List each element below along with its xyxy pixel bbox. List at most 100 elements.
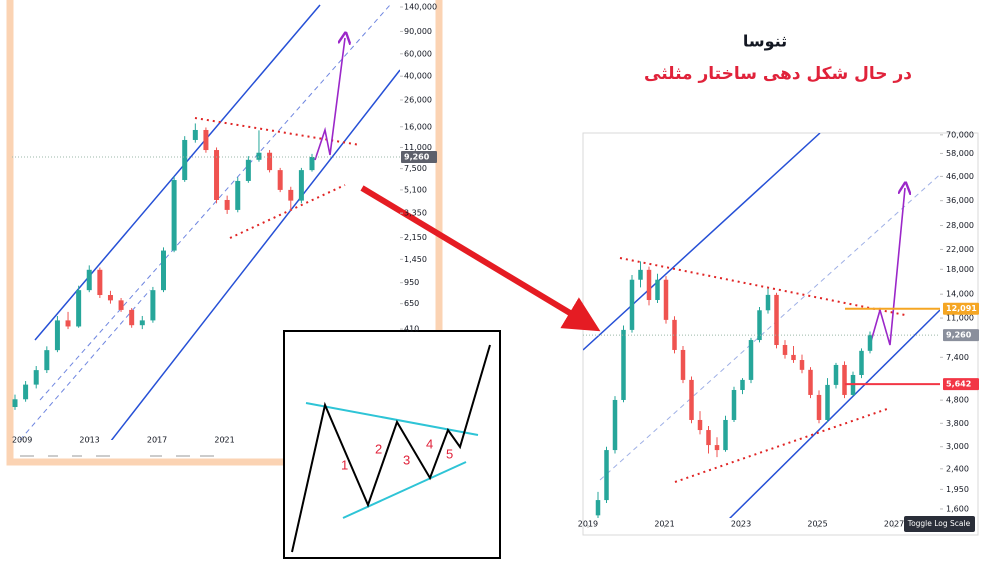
y-tick-label: 1,450 xyxy=(404,255,427,264)
candle-body xyxy=(150,290,156,321)
y-tick-label: 3,800 xyxy=(946,419,969,428)
candle-body xyxy=(799,360,805,370)
candle-body xyxy=(791,354,796,361)
candle-body xyxy=(833,364,839,385)
candle-body xyxy=(714,445,720,451)
candle-body xyxy=(842,364,847,395)
diagram-line xyxy=(305,402,479,436)
candle-body xyxy=(76,290,82,327)
x-tick-label: 2025 xyxy=(807,520,827,529)
subtitle: در حال شکل دهی ساختار مثلثی xyxy=(644,64,912,84)
candle-body xyxy=(203,129,209,151)
candle-body xyxy=(245,159,251,181)
y-tick-label: 5,100 xyxy=(404,185,427,194)
price-label-bg xyxy=(943,329,979,342)
x-tick-label: 2021 xyxy=(214,436,234,445)
candle-body xyxy=(214,150,220,200)
y-tick-label: 7,400 xyxy=(946,353,969,362)
price-label: 9,260 xyxy=(946,331,972,340)
triangle-line xyxy=(674,407,891,483)
y-tick-label: 60,000 xyxy=(404,49,432,58)
candle-body xyxy=(774,294,779,345)
button-bg[interactable] xyxy=(904,516,975,532)
candle-body xyxy=(595,500,601,516)
candle-body xyxy=(192,129,198,140)
candle-body xyxy=(267,152,273,171)
candle-body xyxy=(816,394,822,420)
candle-body xyxy=(680,349,686,380)
candle-body xyxy=(224,199,230,210)
candle-body xyxy=(256,152,262,160)
right-overlays xyxy=(583,133,940,518)
y-tick-label: 950 xyxy=(404,278,419,287)
candle-body xyxy=(54,320,60,351)
y-tick-label: 70,000 xyxy=(946,130,974,139)
button-label[interactable]: Toggle Log Scale xyxy=(907,519,971,528)
wave-label: 4 xyxy=(426,436,433,451)
left-overlays xyxy=(19,4,400,440)
y-tick-label: 11,000 xyxy=(404,143,432,152)
triangle-diagram: 1 2 3 4 5 xyxy=(283,330,501,559)
wave-label: 1 xyxy=(341,457,348,472)
candle-body xyxy=(765,294,771,311)
title: ثنوسا xyxy=(743,32,787,51)
wave-label: 5 xyxy=(446,446,453,461)
y-tick-label: 1,950 xyxy=(946,485,969,494)
candle-body xyxy=(182,139,188,181)
candle-body xyxy=(107,295,113,301)
price-label: 9,260 xyxy=(404,152,430,161)
y-tick-label: 58,000 xyxy=(946,149,974,158)
y-tick-label: 4,800 xyxy=(946,396,969,405)
y-tick-label: 46,000 xyxy=(946,172,974,181)
candles xyxy=(12,123,315,410)
channel-line xyxy=(583,133,821,351)
x-tick-label: 2023 xyxy=(731,520,751,529)
candle-body xyxy=(655,279,660,301)
x-tick-label: 2017 xyxy=(147,436,167,445)
candle-body xyxy=(612,399,618,451)
y-tick-label: 1,600 xyxy=(946,504,969,513)
y-tick-label: 410 xyxy=(404,325,419,334)
candle-body xyxy=(629,279,635,330)
candle-body xyxy=(621,329,626,400)
candle-body xyxy=(748,340,754,380)
candle-body xyxy=(12,399,18,407)
price-label: 5,642 xyxy=(946,380,971,389)
candle-body xyxy=(161,250,166,291)
y-tick-label: 140,000 xyxy=(404,3,437,12)
y-tick-label: 7,500 xyxy=(404,164,427,173)
wave-label: 3 xyxy=(403,452,410,467)
candle-body xyxy=(118,300,124,310)
projection xyxy=(869,188,905,346)
candle-body xyxy=(33,370,39,385)
toggle-button[interactable]: Toggle Log Scale xyxy=(904,516,975,532)
diagram-zigzag xyxy=(291,344,491,553)
price-label-bg xyxy=(401,150,437,163)
candle-body xyxy=(808,369,813,395)
candle-body xyxy=(277,170,283,190)
y-tick-label: 22,000 xyxy=(946,245,974,254)
y-tick-label: 14,000 xyxy=(946,290,974,299)
candle-body xyxy=(706,430,711,446)
diagram-box xyxy=(283,330,501,559)
candle-body xyxy=(86,269,92,291)
y-tick-label: 28,000 xyxy=(946,221,974,230)
y-tick-label: 2,400 xyxy=(946,464,969,473)
candle-body xyxy=(65,320,71,327)
y-tick-label: 3,000 xyxy=(946,442,969,451)
price-label-bg xyxy=(943,302,979,315)
candle-body xyxy=(288,189,294,201)
candle-body xyxy=(731,389,737,420)
x-tick-label: 2009 xyxy=(12,436,32,445)
candle-body xyxy=(23,384,29,400)
y-tick-label: 16,000 xyxy=(404,122,432,131)
candle-body xyxy=(782,344,788,355)
candle-body xyxy=(97,269,103,296)
candle-body xyxy=(646,269,652,301)
diagram-line xyxy=(342,461,467,519)
candle-body xyxy=(663,279,669,320)
y-tick-label: 18,000 xyxy=(946,265,974,274)
price-label: 12,091 xyxy=(946,304,977,313)
candle-body xyxy=(740,379,745,390)
